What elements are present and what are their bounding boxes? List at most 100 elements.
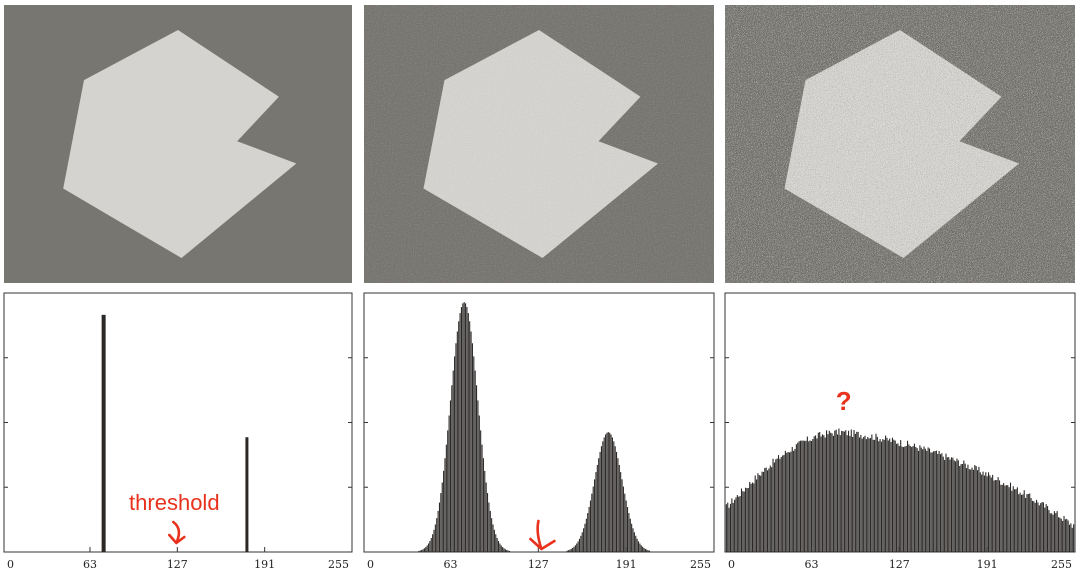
histogram-panel-3: 0 63 127 191 255? xyxy=(724,292,1076,571)
bar xyxy=(458,321,460,552)
bar xyxy=(853,429,855,552)
bar xyxy=(566,550,568,552)
bar xyxy=(444,458,446,552)
bar xyxy=(735,497,737,552)
bar xyxy=(863,437,865,552)
bar xyxy=(887,440,889,552)
bar xyxy=(607,432,609,552)
bar xyxy=(591,493,593,552)
bar xyxy=(640,545,642,552)
bar xyxy=(864,435,866,552)
bar xyxy=(508,550,511,552)
bar xyxy=(503,548,505,552)
bar xyxy=(1023,490,1025,552)
bar xyxy=(463,302,465,552)
bar xyxy=(610,434,612,552)
bar xyxy=(805,440,807,552)
arrow-icon xyxy=(168,520,186,545)
bar xyxy=(603,437,605,552)
bar xyxy=(581,532,583,552)
bar xyxy=(997,477,999,552)
bar xyxy=(831,433,833,552)
bar xyxy=(823,435,825,552)
bars xyxy=(101,314,249,552)
bar xyxy=(1070,523,1072,552)
bar xyxy=(1059,517,1061,552)
bar xyxy=(982,471,984,552)
bar xyxy=(474,370,476,552)
bar xyxy=(916,448,918,552)
bar xyxy=(860,435,862,552)
bar xyxy=(926,450,928,552)
bar xyxy=(1014,489,1016,552)
bar xyxy=(901,446,903,552)
bar xyxy=(793,450,795,552)
bar xyxy=(777,455,780,552)
bar xyxy=(885,435,887,552)
bar xyxy=(449,400,452,552)
x-tick-label: 0 xyxy=(7,558,14,571)
bar xyxy=(432,534,434,552)
bar xyxy=(622,486,624,552)
bar xyxy=(506,549,508,552)
light-shape xyxy=(423,30,658,258)
bar xyxy=(1066,518,1068,552)
bar xyxy=(986,476,988,552)
bar xyxy=(567,550,570,552)
bar xyxy=(753,483,755,552)
bar xyxy=(979,472,981,552)
bar xyxy=(639,543,641,552)
annotation: threshold xyxy=(129,490,220,545)
bar xyxy=(613,441,615,552)
bar xyxy=(966,468,968,552)
bar xyxy=(782,455,784,552)
bar xyxy=(452,370,454,552)
bar xyxy=(909,446,911,552)
bar xyxy=(912,446,914,552)
bar xyxy=(1003,483,1005,552)
bar xyxy=(605,434,607,552)
bar xyxy=(429,541,431,552)
bar xyxy=(1049,513,1051,552)
bar xyxy=(868,438,870,552)
bar xyxy=(587,513,589,552)
bar xyxy=(746,488,748,552)
bar xyxy=(1044,507,1046,552)
bar xyxy=(911,446,913,552)
question-mark: ? xyxy=(836,386,852,416)
bar xyxy=(1068,524,1071,552)
bar xyxy=(609,432,611,552)
x-tick-label: 191 xyxy=(977,558,998,571)
bar xyxy=(791,446,793,552)
x-tick-label: 127 xyxy=(889,558,910,571)
bar xyxy=(1071,527,1073,552)
bar xyxy=(459,313,461,552)
bar xyxy=(433,529,435,552)
bar xyxy=(760,475,762,552)
bar xyxy=(931,452,933,552)
bar xyxy=(968,469,970,552)
bar xyxy=(647,550,649,552)
bar xyxy=(944,459,946,552)
bar xyxy=(998,480,1001,552)
bar xyxy=(584,523,586,552)
bar xyxy=(731,498,733,552)
bars xyxy=(725,428,1075,552)
bar xyxy=(436,518,438,552)
histogram-panel-1: 0 63 127 191 255 threshold xyxy=(3,292,353,571)
bar xyxy=(1015,489,1017,552)
bar xyxy=(757,473,759,552)
bar xyxy=(897,443,899,552)
bar xyxy=(466,307,468,552)
bar xyxy=(922,449,924,552)
bar xyxy=(798,441,800,552)
bar xyxy=(598,458,600,552)
bar xyxy=(810,440,813,552)
bar xyxy=(820,436,822,552)
bar xyxy=(883,439,885,552)
bar xyxy=(489,510,491,552)
bar xyxy=(454,356,456,552)
bar xyxy=(1067,520,1069,552)
bar xyxy=(769,465,771,552)
bar xyxy=(787,452,789,552)
